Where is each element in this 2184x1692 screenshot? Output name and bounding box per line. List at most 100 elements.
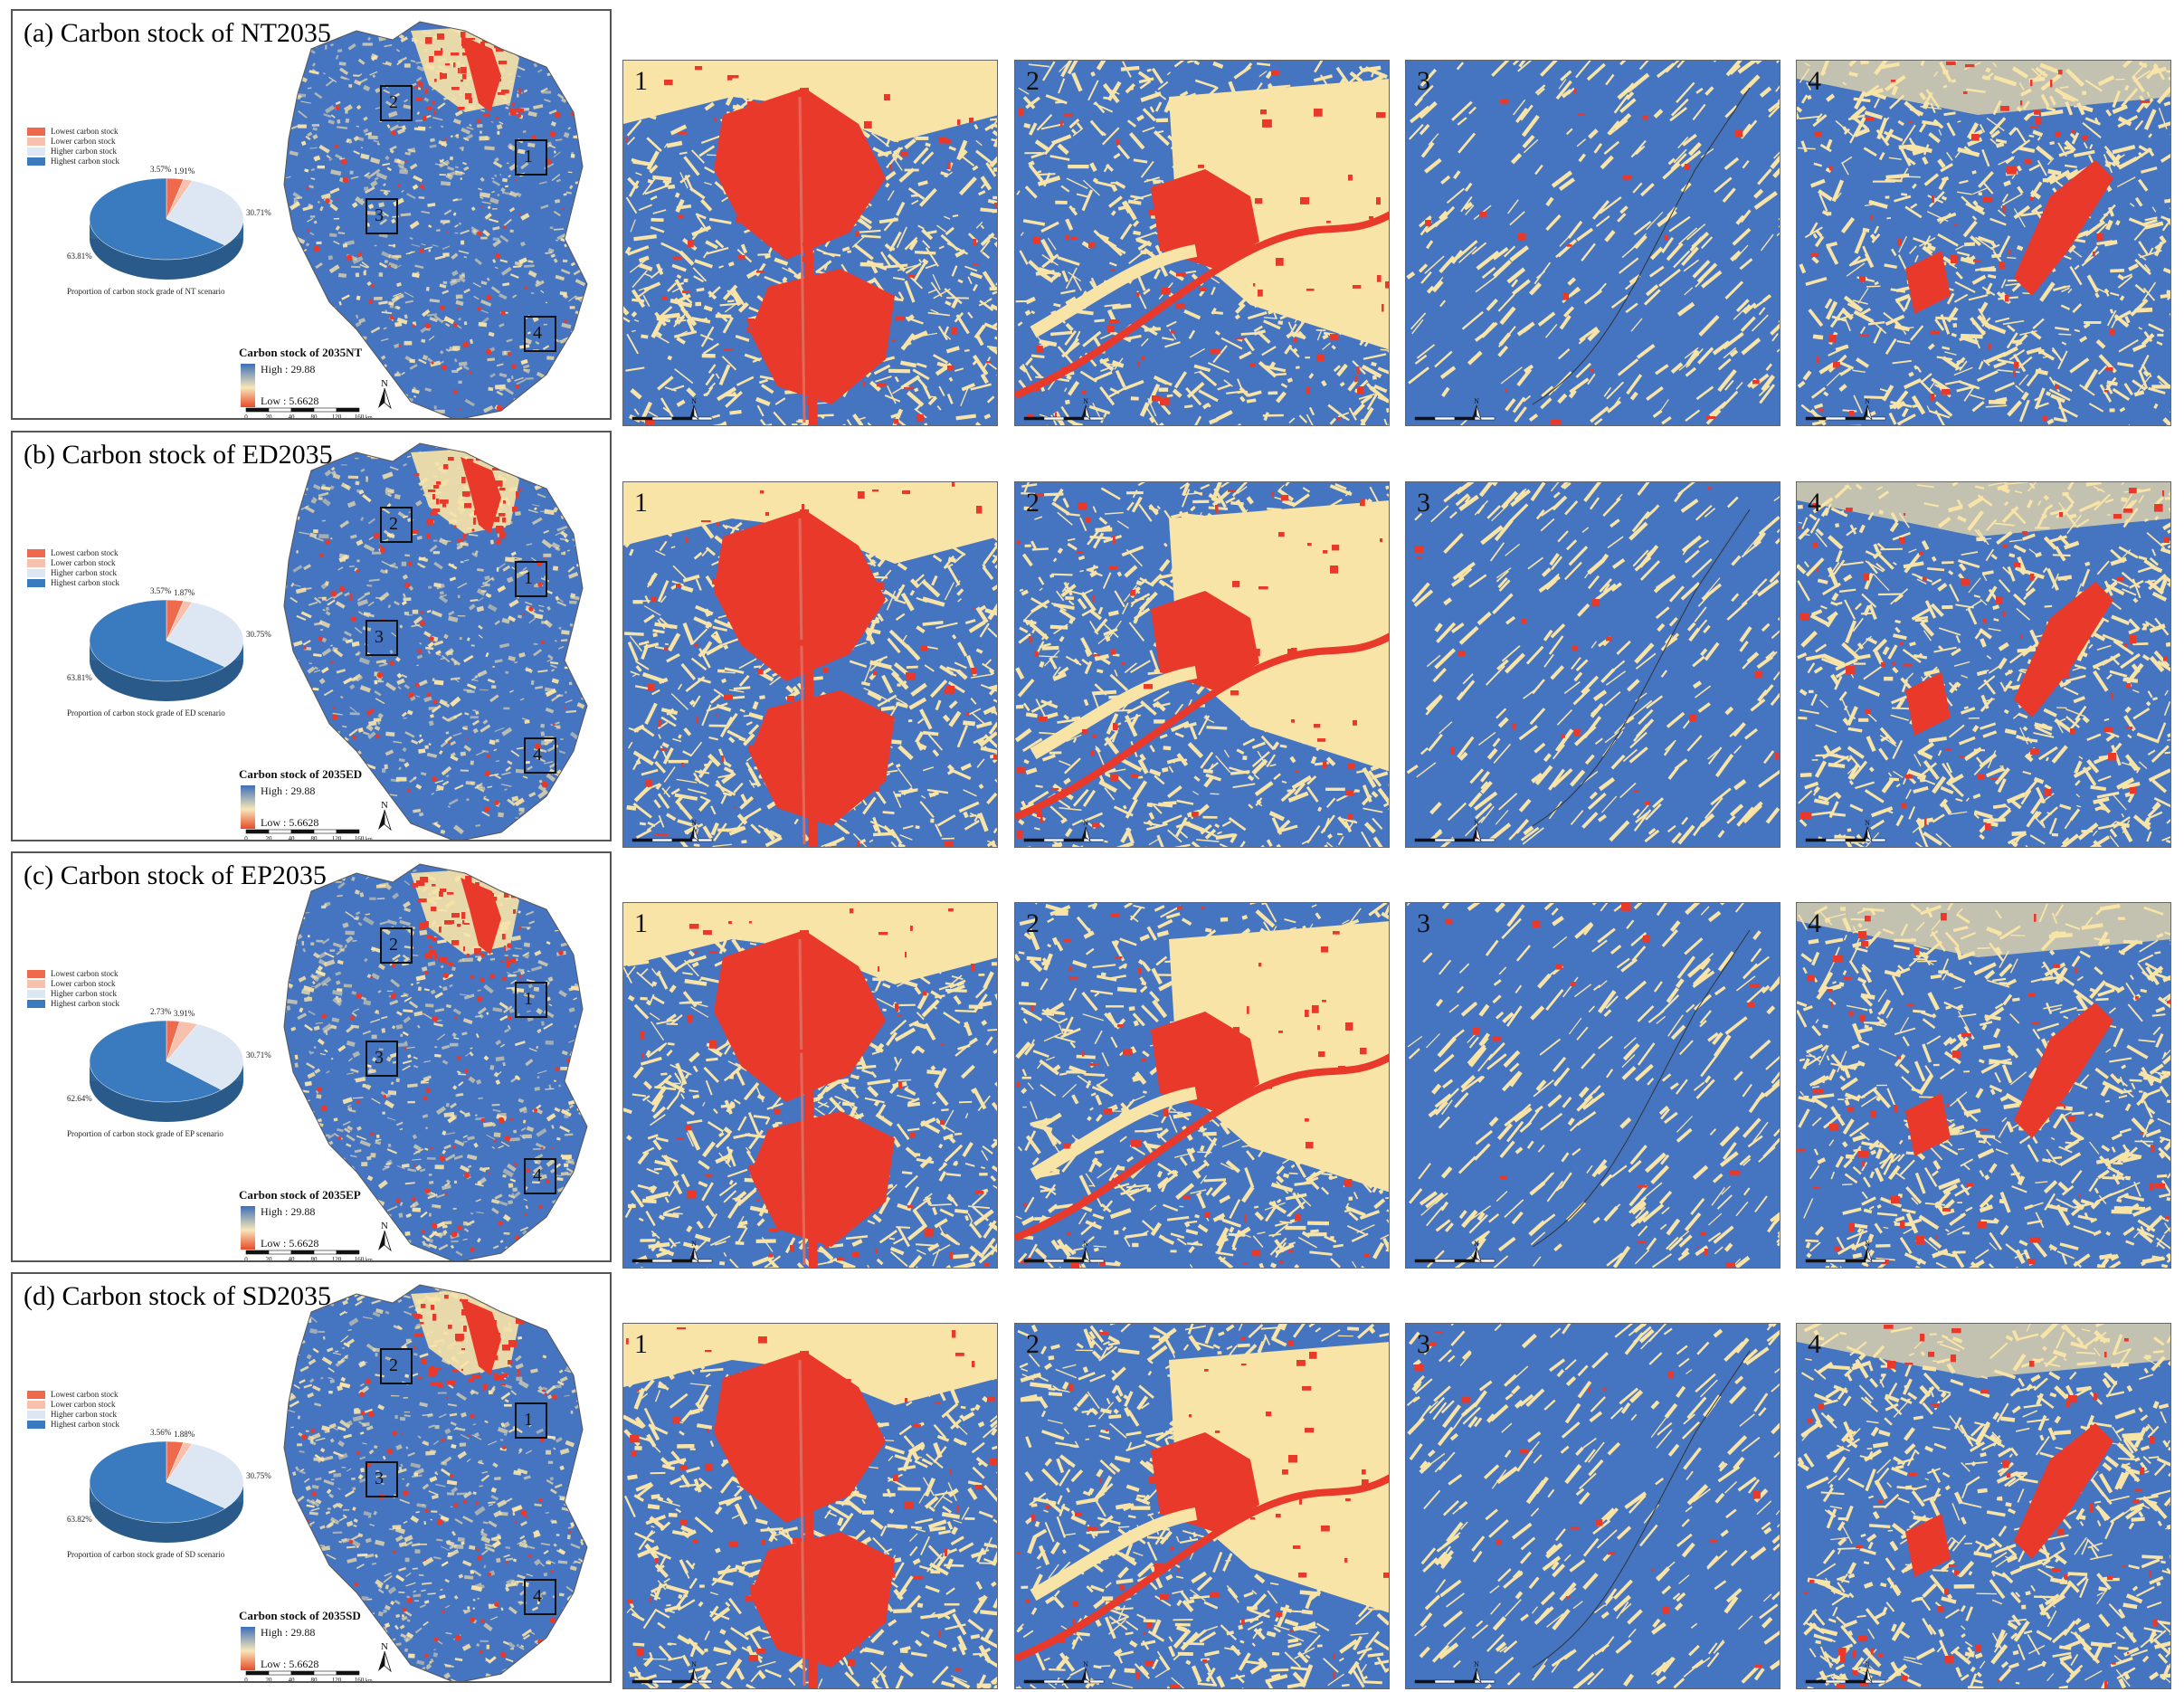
zoom-north: N <box>1078 395 1093 423</box>
zoom-north: N <box>687 817 701 844</box>
zoom-scale <box>1413 412 1513 423</box>
zoom-map-number: 1 <box>634 66 648 96</box>
zoom-map-number: 4 <box>1808 66 1821 96</box>
zoom-scale <box>631 412 730 423</box>
zoom-region-box: 2 <box>380 1348 413 1384</box>
legend-item: Higher carbon stock <box>27 989 119 999</box>
pct-lower: 3.91% <box>174 1009 195 1018</box>
zoom-map-raster <box>1406 1324 1780 1688</box>
zoom-region-box: 1 <box>515 982 547 1018</box>
zoom-scale-bar <box>631 416 713 421</box>
legend-swatch <box>27 569 45 577</box>
panel-title: (d) Carbon stock of SD2035 <box>24 1281 331 1311</box>
zoom-north: N <box>1469 395 1484 423</box>
north-arrow-icon: N <box>1080 1660 1091 1684</box>
colorbar-high: High : 29.88 <box>261 784 316 797</box>
zoom-map-raster <box>1797 903 2170 1268</box>
legend-swatch <box>27 1391 45 1399</box>
pct-lower: 1.88% <box>174 1430 195 1439</box>
colorbar-high: High : 29.88 <box>261 1205 316 1218</box>
north-arrow: N <box>375 1640 394 1673</box>
zoom-region-box: 1 <box>515 1402 547 1439</box>
pie-caption: Proportion of carbon stock grade of ED s… <box>67 708 225 718</box>
zoom-north: N <box>1078 1238 1093 1265</box>
north-arrow-icon: N <box>1862 1240 1873 1263</box>
zoom-scale <box>1022 1675 1122 1686</box>
pie-chart <box>89 1020 244 1122</box>
zoom-region-box: 4 <box>524 1158 556 1194</box>
zoom-map-number: 3 <box>1417 66 1430 96</box>
pct-higher: 30.75% <box>246 1471 271 1480</box>
pie-slice <box>89 1440 226 1524</box>
pie-chart <box>89 1440 244 1543</box>
svg-text:N: N <box>1865 397 1870 405</box>
zoom-map-raster <box>1015 61 1389 425</box>
panel-title: (b) Carbon stock of ED2035 <box>24 440 333 470</box>
legend-item: Highest carbon stock <box>27 1420 119 1430</box>
north-arrow-icon: N <box>688 1240 699 1263</box>
zoom-scale-bar <box>1023 1259 1105 1263</box>
legend-swatch <box>27 579 45 587</box>
zoom-scale-bar <box>631 838 713 842</box>
scenario-panel: (d) Carbon stock of SD2035 Lowest carbon … <box>11 1272 612 1683</box>
zoom-region-label: 3 <box>375 1469 384 1488</box>
zoom-map-raster <box>623 1324 997 1688</box>
pie-chart-wrap: 3.57% 1.91% 30.71% 63.81% <box>67 165 320 309</box>
zoom-map-number: 1 <box>634 488 648 518</box>
pct-higher: 30.71% <box>246 208 271 217</box>
zoom-region-box: 2 <box>380 507 413 543</box>
province-map-wrap: 2 1 3 4 <box>275 434 610 840</box>
pct-highest: 62.64% <box>67 1094 92 1103</box>
zoom-map-number: 4 <box>1808 1329 1821 1359</box>
zoom-scale <box>1022 833 1122 844</box>
zoom-scale <box>1022 412 1122 423</box>
legend-swatch <box>27 549 45 557</box>
zoom-north: N <box>1469 817 1484 844</box>
colorbar-high: High : 29.88 <box>261 363 316 375</box>
zoom-region-box: 3 <box>366 1041 398 1077</box>
zoom-scale-bar <box>1805 1259 1886 1263</box>
legend-item: Higher carbon stock <box>27 1410 119 1420</box>
zoom-region-label: 4 <box>533 1165 542 1185</box>
legend-swatch <box>27 147 45 156</box>
zoom-map-raster <box>1797 61 2170 425</box>
pie-caption: Proportion of carbon stock grade of EP s… <box>67 1129 223 1138</box>
zoom-region-box: 3 <box>366 620 398 656</box>
legend-item: Higher carbon stock <box>27 147 119 157</box>
zoom-north: N <box>687 1238 701 1265</box>
north-arrow-icon: N <box>1080 397 1091 421</box>
north-arrow-icon: N <box>1862 1660 1873 1684</box>
scenario-panel: (b) Carbon stock of ED2035 Lowest carbon … <box>11 431 612 841</box>
zoom-map-number: 2 <box>1026 1329 1040 1359</box>
north-arrow-icon: N <box>1862 819 1873 842</box>
colorbar-title: Carbon stock of 2035EP <box>239 1188 361 1202</box>
pct-lowest: 3.57% <box>150 165 172 174</box>
zoom-region-label: 3 <box>375 1048 384 1068</box>
legend-swatch <box>27 128 45 136</box>
svg-text:20: 20 <box>266 413 273 420</box>
north-arrow-icon: N <box>1471 397 1482 421</box>
zoom-scale-bar <box>631 1259 713 1263</box>
zoom-region-label: 3 <box>375 205 384 225</box>
pie-slice <box>166 1023 244 1090</box>
zoom-scale-bar <box>1805 416 1886 421</box>
colorbar-title: Carbon stock of 2035SD <box>239 1609 361 1622</box>
legend-label: Higher carbon stock <box>51 568 117 577</box>
province-map <box>283 863 588 1260</box>
scale-bar: 0 20 40 80 120 160 km <box>244 829 373 840</box>
zoom-map-raster <box>1406 61 1780 425</box>
legend-item: Lower carbon stock <box>27 979 119 989</box>
zoom-scale-bar <box>1414 838 1496 842</box>
zoom-map-number: 2 <box>1026 908 1040 938</box>
pie-legend: Lowest carbon stock Lower carbon stock Hig… <box>27 127 119 166</box>
province-map-wrap: 2 1 3 4 <box>275 855 610 1260</box>
zoom-north: N <box>687 1659 701 1686</box>
province-map-wrap: 2 1 3 4 <box>275 13 610 418</box>
zoom-north: N <box>1469 1238 1484 1265</box>
scale-bar: 0 20 40 80 120 160 km <box>244 407 373 420</box>
province-map <box>283 1284 588 1681</box>
